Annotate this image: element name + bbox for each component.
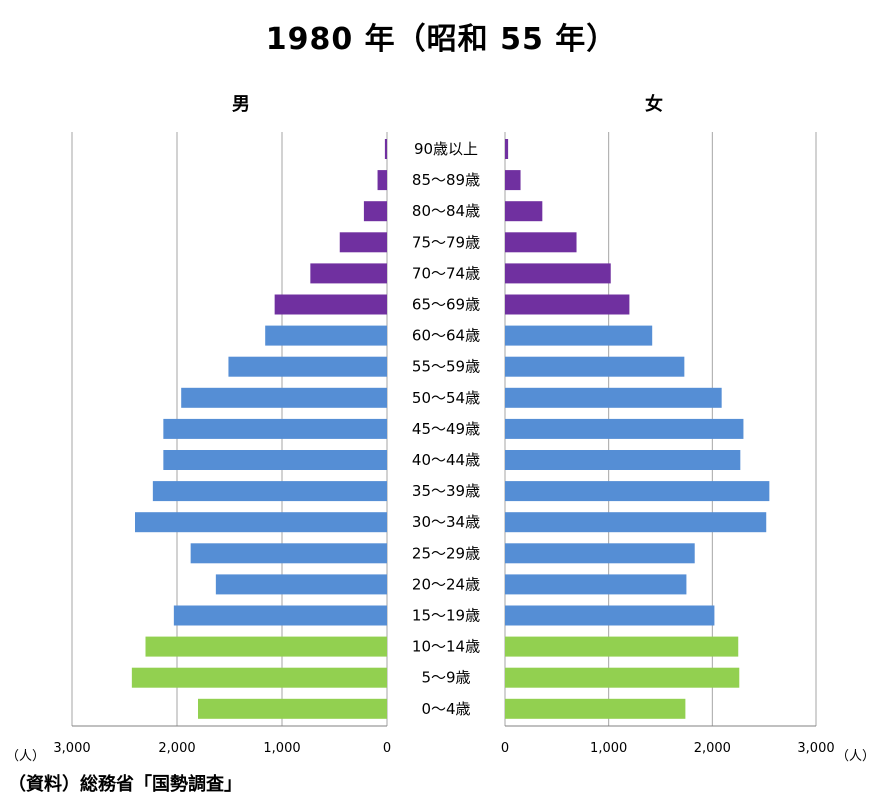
male-bar: [265, 325, 387, 346]
female-bar: [505, 543, 695, 564]
female-bar: [505, 263, 611, 284]
male-bar: [384, 139, 387, 159]
female-bar: [505, 418, 744, 439]
male-bar: [310, 263, 387, 284]
age-group-label: 10～14歳: [412, 638, 480, 656]
female-bar: [505, 512, 767, 533]
female-tick-label: 2,000: [694, 741, 731, 756]
age-group-label: 35～39歳: [412, 482, 480, 500]
male-bar: [135, 512, 387, 533]
male-bar: [198, 698, 387, 719]
male-bar: [339, 232, 387, 253]
female-bar: [505, 170, 521, 191]
male-tick-label: 0: [383, 741, 391, 756]
source-note: （資料）総務省「国勢調査」: [8, 774, 242, 795]
male-bar: [145, 636, 387, 657]
female-bar: [505, 139, 509, 159]
male-bar: [163, 450, 387, 470]
male-tick-label: 2,000: [158, 741, 195, 756]
female-bar: [505, 481, 770, 502]
age-group-label: 80～84歳: [412, 202, 480, 220]
female-bar: [505, 356, 685, 377]
age-group-label: 70～74歳: [412, 264, 480, 282]
male-bar: [181, 387, 387, 408]
age-group-label: 25～29歳: [412, 544, 480, 562]
male-label: 男: [232, 94, 250, 115]
male-bar: [173, 605, 387, 626]
male-tick-label: 1,000: [263, 741, 300, 756]
male-bar: [377, 170, 387, 191]
female-tick-label: 3,000: [797, 741, 834, 756]
female-unit-label: （人）: [836, 749, 875, 764]
age-group-label: 90歳以上: [414, 140, 478, 158]
male-unit-label: （人）: [6, 749, 45, 764]
female-bar: [505, 325, 653, 346]
age-group-label: 15～19歳: [412, 607, 480, 625]
female-bar: [505, 232, 577, 253]
age-group-label: 60～64歳: [412, 327, 480, 345]
male-bar: [152, 481, 387, 502]
female-bar: [505, 574, 687, 595]
female-bar: [505, 387, 722, 408]
chart-title: 1980 年（昭和 55 年）: [265, 22, 618, 57]
female-label: 女: [645, 94, 663, 115]
female-tick-label: 0: [501, 741, 509, 756]
female-bar: [505, 294, 630, 315]
age-group-label: 75～79歳: [412, 233, 480, 251]
age-group-label: 40～44歳: [412, 451, 480, 469]
age-group-label: 30～34歳: [412, 513, 480, 531]
female-bar: [505, 636, 739, 657]
age-group-label: 0～4歳: [421, 700, 470, 718]
female-bar: [505, 201, 543, 222]
female-tick-label: 1,000: [590, 741, 627, 756]
age-group-label: 45～49歳: [412, 420, 480, 438]
male-bar: [190, 543, 387, 564]
female-bar: [505, 605, 715, 626]
female-bar: [505, 450, 741, 470]
female-bar: [505, 698, 686, 719]
male-bar: [163, 418, 387, 439]
age-group-label: 20～24歳: [412, 575, 480, 593]
age-group-label: 55～59歳: [412, 358, 480, 376]
age-group-label: 5～9歳: [421, 669, 470, 687]
male-bar: [274, 294, 387, 315]
male-bar: [228, 356, 387, 377]
female-bar: [505, 667, 740, 688]
age-group-label: 85～89歳: [412, 171, 480, 189]
age-group-label: 65～69歳: [412, 296, 480, 314]
male-bar: [363, 201, 387, 222]
male-bar: [131, 667, 387, 688]
male-tick-label: 3,000: [53, 741, 90, 756]
age-group-label: 50～54歳: [412, 389, 480, 407]
male-bar: [215, 574, 387, 595]
